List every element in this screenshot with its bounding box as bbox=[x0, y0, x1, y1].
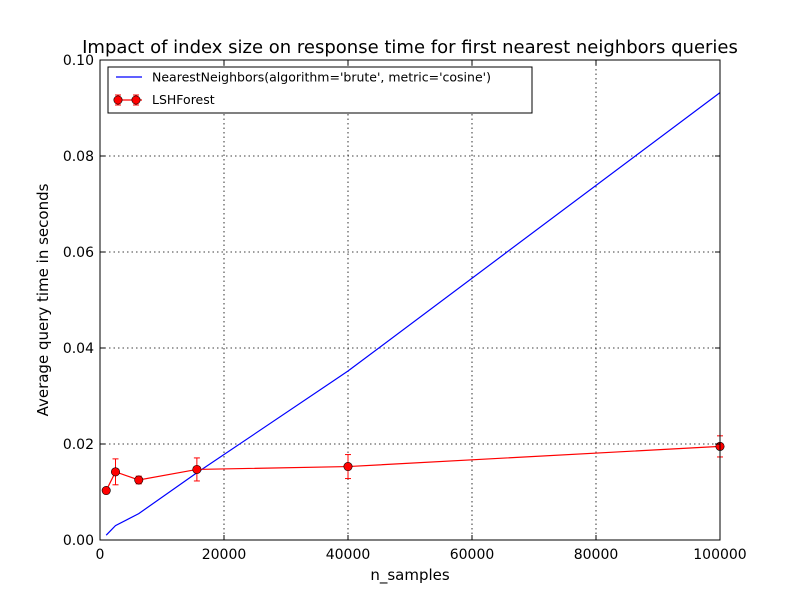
y-tick-label: 0.08 bbox=[63, 149, 94, 165]
x-tick-label: 80000 bbox=[574, 547, 619, 563]
data-point-lshforest bbox=[343, 462, 353, 472]
y-axis-label: Average query time in seconds bbox=[34, 183, 52, 416]
chart-title: Impact of index size on response time fo… bbox=[82, 37, 738, 58]
axis-ticks: 0 20000 40000 60000 80000 100000 0.00 0.02 0.04 0… bbox=[63, 53, 747, 563]
y-tick-label: 0.04 bbox=[63, 341, 94, 357]
legend-label-nearestneighbors: NearestNeighbors(algorithm='brute', metr… bbox=[152, 70, 491, 85]
x-tick-label: 60000 bbox=[450, 547, 495, 563]
x-tick-label: 20000 bbox=[202, 547, 247, 563]
legend-symbol-lshforest bbox=[113, 94, 142, 106]
x-tick-label: 0 bbox=[96, 547, 105, 563]
plot-frame bbox=[99, 59, 721, 541]
data-point-lshforest bbox=[101, 486, 111, 496]
grid bbox=[100, 60, 720, 540]
legend-marker bbox=[113, 95, 123, 105]
data-point-lshforest bbox=[192, 464, 202, 474]
y-tick-label: 0.06 bbox=[63, 245, 94, 261]
legend: NearestNeighbors(algorithm='brute', metr… bbox=[107, 66, 533, 114]
y-tick-label: 0.00 bbox=[63, 533, 94, 549]
y-tick-label: 0.02 bbox=[63, 437, 94, 453]
series-line-nearestneighbors bbox=[105, 92, 721, 536]
data-point-lshforest bbox=[134, 475, 144, 485]
legend-marker bbox=[131, 95, 141, 105]
data-point-lshforest bbox=[111, 467, 121, 477]
y-tick-label: 0.10 bbox=[63, 53, 94, 69]
x-axis-label: n_samples bbox=[370, 566, 450, 585]
legend-box bbox=[107, 66, 533, 114]
x-tick-label: 100000 bbox=[693, 547, 746, 563]
x-tick-label: 40000 bbox=[326, 547, 371, 563]
legend-label-lshforest: LSHForest bbox=[152, 92, 215, 107]
